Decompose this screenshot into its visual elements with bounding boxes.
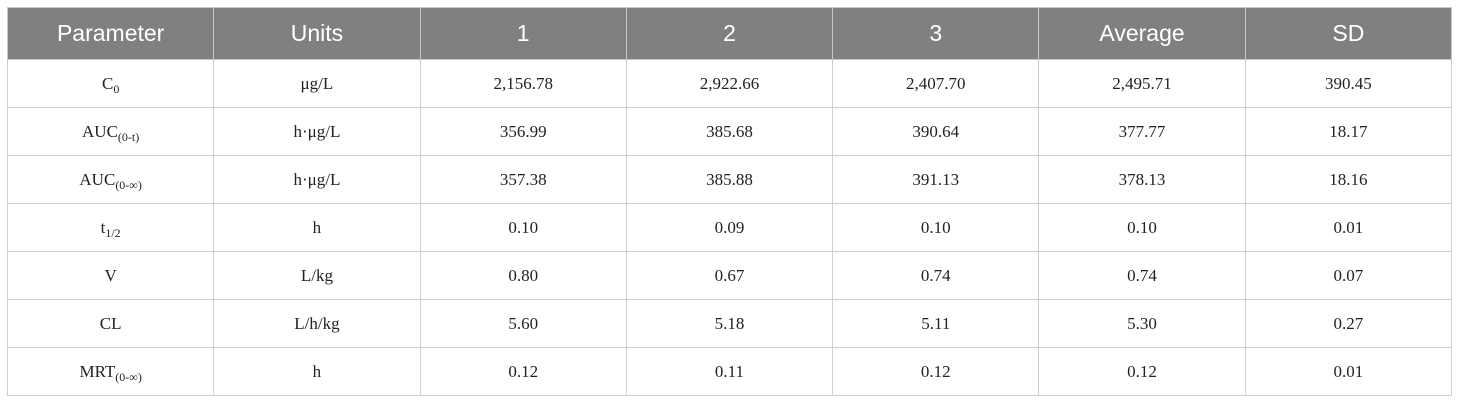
table-row: CL L/h/kg 5.60 5.18 5.11 5.30 0.27	[6, 299, 1453, 348]
value-cell: 356.99	[419, 107, 627, 156]
value-cell: 0.01	[1244, 347, 1453, 396]
units-cell: μg/L	[213, 59, 421, 108]
value-cell: 390.45	[1244, 59, 1453, 108]
table-row: AUC(0-∞) h·μg/L 357.38 385.88 391.13 378.13 18…	[6, 155, 1453, 204]
parameter-subscript: (0-t)	[117, 129, 140, 144]
parameter-name: AUC	[79, 169, 116, 189]
table-row: V L/kg 0.80 0.67 0.74 0.74 0.07	[6, 251, 1453, 300]
table-row: AUC(0-t) h·μg/L 356.99 385.68 390.64 377.77 18…	[6, 107, 1453, 156]
parameter-subscript: (0-∞)	[115, 369, 142, 384]
value-cell: 0.09	[625, 203, 834, 252]
parameter-cell: AUC(0-∞)	[6, 155, 215, 204]
value-cell: 2,407.70	[832, 59, 1040, 108]
header-cell: Units	[213, 7, 421, 60]
parameter-subscript: (0-∞)	[115, 177, 142, 192]
value-cell: 0.74	[832, 251, 1040, 300]
table-row: MRT(0-∞) h 0.12 0.11 0.12 0.12 0.01	[6, 347, 1453, 396]
value-cell: 391.13	[832, 155, 1040, 204]
parameter-table: Parameter Units 1 2 3 Average SD C0 μg/L 2,156.7…	[6, 7, 1453, 396]
value-cell: 0.10	[832, 203, 1040, 252]
value-cell: 0.74	[1038, 251, 1246, 300]
value-cell: 377.77	[1038, 107, 1246, 156]
parameter-name: AUC	[82, 121, 118, 141]
units-cell: h	[213, 347, 421, 396]
value-cell: 378.13	[1038, 155, 1246, 204]
value-cell: 0.12	[832, 347, 1040, 396]
table-row: C0 μg/L 2,156.78 2,922.66 2,407.70 2,495.71 39…	[6, 59, 1453, 108]
value-cell: 0.10	[1038, 203, 1246, 252]
header-cell: Parameter	[6, 7, 215, 60]
parameter-name: CL	[99, 313, 122, 333]
value-cell: 2,495.71	[1038, 59, 1246, 108]
parameter-cell: t1/2	[6, 203, 215, 252]
value-cell: 0.67	[625, 251, 834, 300]
units-cell: h·μg/L	[213, 155, 421, 204]
parameter-name: V	[104, 265, 117, 285]
parameter-cell: MRT(0-∞)	[6, 347, 215, 396]
parameter-cell: V	[6, 251, 215, 300]
units-cell: L/h/kg	[213, 299, 421, 348]
value-cell: 5.18	[625, 299, 834, 348]
parameter-cell: C0	[6, 59, 215, 108]
value-cell: 385.68	[625, 107, 834, 156]
header-cell: SD	[1244, 7, 1453, 60]
table-header: Parameter Units 1 2 3 Average SD	[6, 7, 1453, 60]
value-cell: 0.11	[625, 347, 834, 396]
value-cell: 0.01	[1244, 203, 1453, 252]
table-body: C0 μg/L 2,156.78 2,922.66 2,407.70 2,495.71 39…	[6, 59, 1453, 396]
parameter-subscript: 1/2	[105, 225, 121, 240]
value-cell: 0.27	[1244, 299, 1453, 348]
value-cell: 0.80	[419, 251, 627, 300]
value-cell: 2,922.66	[625, 59, 834, 108]
header-cell: 3	[832, 7, 1040, 60]
parameter-name: t	[100, 217, 106, 237]
value-cell: 357.38	[419, 155, 627, 204]
header-row: Parameter Units 1 2 3 Average SD	[6, 7, 1453, 60]
value-cell: 5.30	[1038, 299, 1246, 348]
value-cell: 0.12	[419, 347, 627, 396]
header-cell: 2	[625, 7, 834, 60]
units-cell: h	[213, 203, 421, 252]
parameter-cell: CL	[6, 299, 215, 348]
value-cell: 0.12	[1038, 347, 1246, 396]
value-cell: 0.07	[1244, 251, 1453, 300]
table-row: t1/2 h 0.10 0.09 0.10 0.10 0.01	[6, 203, 1453, 252]
value-cell: 385.88	[625, 155, 834, 204]
value-cell: 18.16	[1244, 155, 1453, 204]
parameter-subscript: 0	[113, 81, 120, 96]
value-cell: 390.64	[832, 107, 1040, 156]
units-cell: h·μg/L	[213, 107, 421, 156]
value-cell: 5.60	[419, 299, 627, 348]
value-cell: 5.11	[832, 299, 1040, 348]
header-cell: Average	[1038, 7, 1246, 60]
value-cell: 2,156.78	[419, 59, 627, 108]
parameter-cell: AUC(0-t)	[6, 107, 215, 156]
value-cell: 0.10	[419, 203, 627, 252]
value-cell: 18.17	[1244, 107, 1453, 156]
parameter-name: C	[101, 73, 114, 93]
units-cell: L/kg	[213, 251, 421, 300]
parameter-name: MRT	[79, 361, 116, 381]
header-cell: 1	[419, 7, 627, 60]
